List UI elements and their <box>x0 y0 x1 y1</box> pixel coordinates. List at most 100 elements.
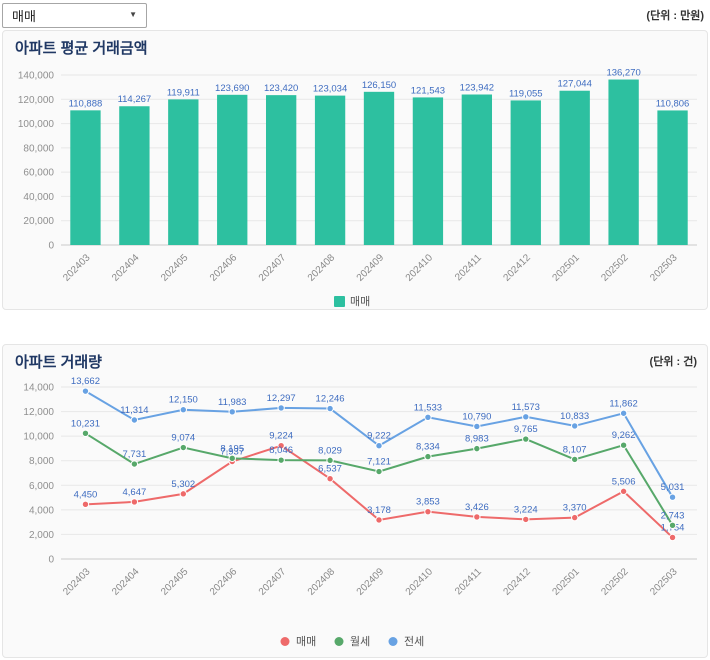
legend-marker <box>280 637 290 646</box>
y-axis-label: 40,000 <box>23 192 54 203</box>
point-value-label: 3,426 <box>465 502 489 513</box>
point-value-label: 12,150 <box>169 395 198 406</box>
y-axis-label: 100,000 <box>18 119 55 130</box>
y-axis-label: 10,000 <box>23 432 54 443</box>
point-value-label: 8,107 <box>563 444 587 455</box>
y-axis-label: 2,000 <box>29 530 54 541</box>
bar-value-label: 123,690 <box>215 83 249 94</box>
data-point <box>473 444 481 453</box>
point-value-label: 5,506 <box>612 476 636 487</box>
data-point <box>277 441 285 450</box>
y-axis-label: 14,000 <box>23 383 54 394</box>
bar-value-label: 123,942 <box>460 82 494 93</box>
point-value-label: 8,029 <box>318 445 342 456</box>
bar <box>608 79 639 245</box>
price-chart-panel: 아파트 평균 거래금액 0 20,000 40,000 60,000 80,000 100… <box>2 30 708 310</box>
y-axis-label: 12,000 <box>23 407 54 418</box>
price-unit-label: (단위 : 만원) <box>646 10 704 22</box>
legend-label: 전세 <box>404 635 424 648</box>
y-axis-label: 8,000 <box>29 456 54 467</box>
transaction-type-dropdown[interactable]: 매매 ▼ <box>2 2 147 28</box>
x-axis-label: 202502 <box>599 252 631 284</box>
chevron-down-icon: ▼ <box>129 10 137 19</box>
legend-item[interactable]: 전세 <box>388 635 425 648</box>
price-chart-title: 아파트 평균 거래금액 <box>15 40 148 57</box>
point-value-label: 3,370 <box>563 503 587 514</box>
bar <box>314 95 346 246</box>
point-value-label: 8,334 <box>416 442 440 453</box>
y-axis-label: 60,000 <box>23 168 54 179</box>
point-value-label: 9,262 <box>612 430 636 441</box>
bar <box>559 90 590 245</box>
point-value-label: 3,224 <box>514 504 538 515</box>
x-axis-label: 202503 <box>648 252 680 284</box>
data-point <box>179 443 188 452</box>
x-axis-label: 202403 <box>61 566 93 598</box>
data-point <box>619 487 628 496</box>
volume-chart-title: 아파트 거래량 <box>15 354 102 371</box>
data-point <box>424 452 432 461</box>
price-bar-chart: 0 20,000 40,000 60,000 80,000 100,000 120,000 1… <box>18 68 697 308</box>
x-axis-label: 202410 <box>404 566 436 598</box>
x-axis-label: 202407 <box>257 566 289 598</box>
data-point <box>375 467 383 476</box>
legend-item[interactable]: 월세 <box>334 635 371 648</box>
point-value-label: 11,573 <box>512 402 540 413</box>
x-axis-label: 202406 <box>208 566 240 598</box>
point-value-label: 11,983 <box>218 397 246 408</box>
x-axis-label: 202404 <box>110 252 142 284</box>
bar-value-label: 127,044 <box>558 79 592 90</box>
data-point <box>130 498 139 506</box>
data-point <box>619 441 628 449</box>
x-axis-label: 202403 <box>61 252 93 284</box>
point-value-label: 13,662 <box>71 376 100 387</box>
y-axis-label: 6,000 <box>29 481 54 492</box>
y-axis-label: 120,000 <box>18 95 55 106</box>
data-point <box>570 422 579 430</box>
data-point <box>81 500 90 509</box>
data-point <box>668 533 677 542</box>
bar-value-label: 114,267 <box>118 94 152 105</box>
data-point <box>570 513 579 522</box>
bar <box>70 110 101 245</box>
data-point <box>473 513 481 521</box>
x-axis-label: 202412 <box>502 566 534 598</box>
x-axis-label: 202502 <box>599 566 631 598</box>
point-value-label: 10,790 <box>462 411 491 422</box>
topbar: 매매 ▼ (단위 : 만원) <box>2 2 708 28</box>
data-point <box>570 455 579 464</box>
x-axis-label: 202407 <box>257 252 289 284</box>
data-point <box>81 429 90 438</box>
point-value-label: 9,765 <box>514 424 538 435</box>
x-axis-label: 202406 <box>208 252 240 284</box>
x-axis-label: 202408 <box>306 566 338 598</box>
legend-label: 매매 <box>350 295 370 308</box>
point-value-label: 11,862 <box>609 398 637 409</box>
bar <box>510 100 541 245</box>
point-value-label: 7,731 <box>122 449 146 460</box>
point-value-label: 11,314 <box>120 405 148 416</box>
bar-value-label: 110,806 <box>656 98 690 109</box>
point-value-label: 2,743 <box>661 510 685 521</box>
x-axis-label: 202405 <box>159 252 191 284</box>
bar-value-label: 110,888 <box>69 98 103 109</box>
point-value-label: 8,195 <box>220 443 244 454</box>
legend-marker <box>334 637 344 646</box>
data-point <box>326 404 334 413</box>
point-value-label: 12,297 <box>267 393 296 404</box>
volume-unit-label: (단위 : 건) <box>649 356 697 368</box>
point-value-label: 7,937 <box>220 446 244 457</box>
data-point <box>179 406 188 414</box>
bar <box>412 97 444 245</box>
data-point <box>130 460 139 468</box>
bar-value-label: 136,270 <box>606 68 640 79</box>
data-point <box>522 515 530 524</box>
legend-label: 매매 <box>296 635 316 648</box>
legend-item[interactable]: 매매 <box>280 635 317 648</box>
bar <box>363 91 395 245</box>
legend-item[interactable]: 매매 <box>334 295 370 308</box>
point-value-label: 5,302 <box>171 479 195 490</box>
y-axis-label: 80,000 <box>23 143 54 154</box>
legend-label: 월세 <box>350 635 370 648</box>
data-point <box>277 404 285 412</box>
